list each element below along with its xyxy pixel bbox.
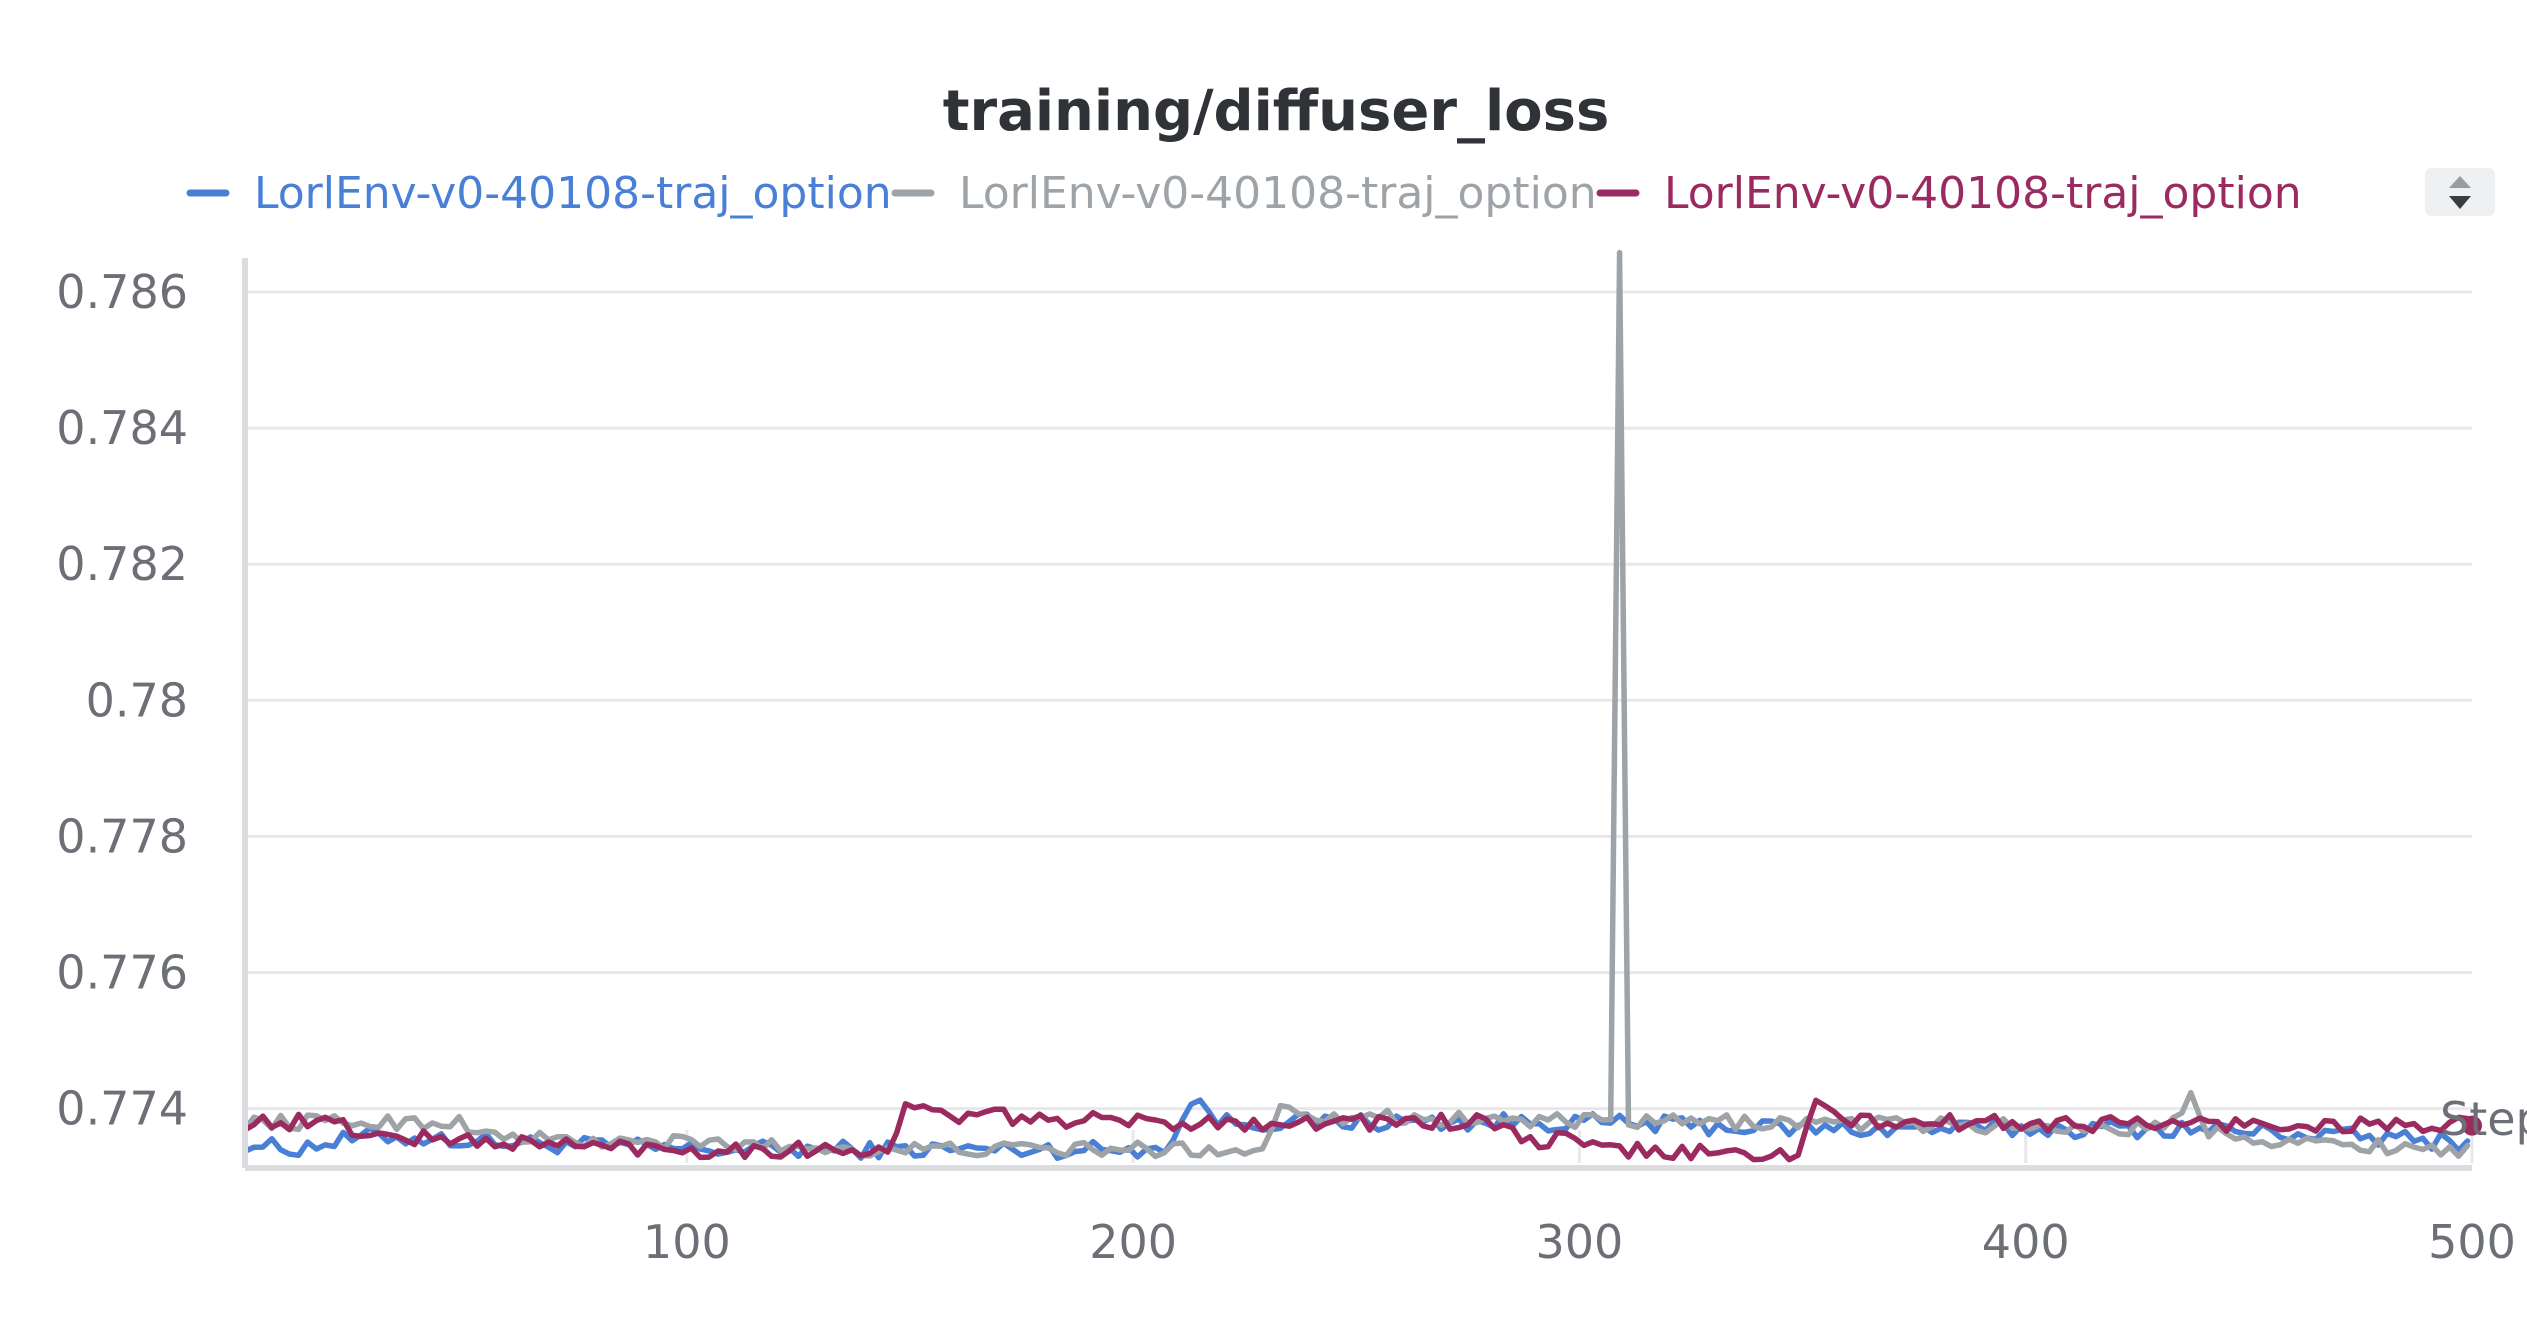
legend-label: LorlEnv-v0-40108-traj_option: [1664, 168, 2302, 219]
chart-title: training/diffuser_loss: [943, 79, 1610, 144]
x-axis-ticks: 100 200 300 400 500: [643, 1130, 2516, 1269]
x-axis-label: Step: [2440, 1092, 2527, 1146]
legend-label: LorlEnv-v0-40108-traj_option: [254, 168, 892, 219]
x-tick-label: 400: [1982, 1215, 2070, 1269]
legend-item[interactable]: LorlEnv-v0-40108-traj_option: [891, 168, 1597, 219]
legend: LorlEnv-v0-40108-traj_option LorlEnv-v0-4…: [186, 168, 2302, 219]
series-line: [242, 1097, 2471, 1163]
scroll-up-icon[interactable]: [2449, 176, 2471, 188]
y-tick-label: 0.782: [56, 537, 188, 591]
y-tick-label: 0.776: [56, 945, 188, 999]
scroll-down-icon[interactable]: [2449, 196, 2471, 209]
grid: [245, 290, 2472, 1111]
legend-item[interactable]: LorlEnv-v0-40108-traj_option: [186, 168, 892, 219]
y-axis-ticks: 0.774 0.776 0.778 0.78 0.782 0.784 0.786: [56, 265, 188, 1136]
y-tick-label: 0.78: [86, 673, 188, 727]
legend-item[interactable]: LorlEnv-v0-40108-traj_option: [1596, 168, 2302, 219]
y-tick-label: 0.774: [56, 1082, 188, 1136]
x-tick-label: 100: [643, 1215, 731, 1269]
x-tick-label: 300: [1536, 1215, 1624, 1269]
y-tick-label: 0.778: [56, 809, 188, 863]
x-tick-label: 500: [2428, 1215, 2516, 1269]
plot-area: [242, 249, 2482, 1163]
y-tick-label: 0.786: [56, 265, 188, 319]
y-tick-label: 0.784: [56, 401, 188, 455]
series-line: [242, 249, 2471, 1160]
legend-scroll-control[interactable]: [2425, 168, 2495, 216]
series-end-marker: [2462, 1115, 2482, 1136]
legend-label: LorlEnv-v0-40108-traj_option: [959, 168, 1597, 219]
x-tick-label: 200: [1089, 1215, 1177, 1269]
